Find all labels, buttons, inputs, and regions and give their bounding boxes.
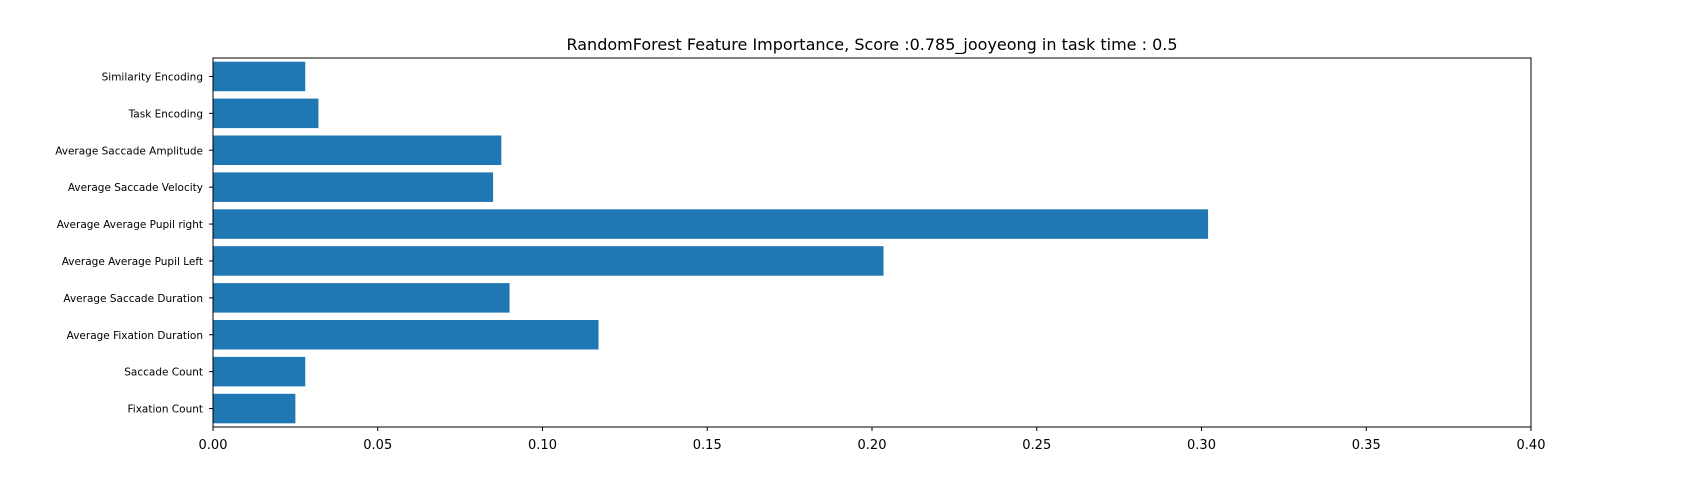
bar-saccade-count — [213, 356, 306, 387]
y-tick-label: Average Average Pupil Left — [62, 256, 203, 268]
bar-fixation-count — [213, 393, 296, 424]
x-tick-label: 0.05 — [363, 438, 392, 453]
chart-title: RandomForest Feature Importance, Score :… — [566, 35, 1177, 55]
bar-task-encoding — [213, 98, 319, 129]
bar-average-average-pupil-right — [213, 209, 1209, 239]
x-tick-label: 0.35 — [1352, 438, 1381, 453]
y-tick-label: Similarity Encoding — [102, 71, 203, 83]
y-tick-label: Average Fixation Duration — [67, 330, 203, 342]
y-tick-label: Average Saccade Amplitude — [55, 145, 203, 157]
plot-frame — [212, 57, 1532, 428]
y-tick-label: Fixation Count — [128, 404, 203, 416]
x-tick-label: 0.15 — [693, 438, 722, 453]
bar-average-fixation-duration — [213, 319, 599, 350]
bars-group — [213, 61, 1209, 424]
y-tick-labels: Similarity Encoding Task Encoding Average … — [55, 71, 213, 416]
x-tick-label: 0.10 — [528, 438, 557, 453]
y-tick-label: Saccade Count — [124, 367, 203, 379]
x-tick-label: 0.20 — [858, 438, 887, 453]
x-ticks: 0.00 0.05 0.10 0.15 0.20 0.25 0.30 0.35 0.40 — [199, 427, 1546, 453]
y-tick-label: Task Encoding — [128, 108, 203, 120]
x-tick-label: 0.00 — [199, 438, 228, 453]
bar-average-average-pupil-left — [213, 246, 884, 276]
y-tick-label: Average Saccade Duration — [63, 293, 203, 305]
bar-average-saccade-amplitude — [213, 135, 502, 166]
bar-similarity-encoding — [213, 61, 306, 92]
y-tick-label: Average Average Pupil right — [57, 219, 203, 231]
x-tick-label: 0.40 — [1517, 438, 1546, 453]
x-tick-label: 0.30 — [1187, 438, 1216, 453]
bar-average-saccade-duration — [213, 283, 510, 313]
x-tick-label: 0.25 — [1022, 438, 1051, 453]
bar-average-saccade-velocity — [213, 172, 494, 202]
y-tick-label: Average Saccade Velocity — [68, 182, 203, 194]
